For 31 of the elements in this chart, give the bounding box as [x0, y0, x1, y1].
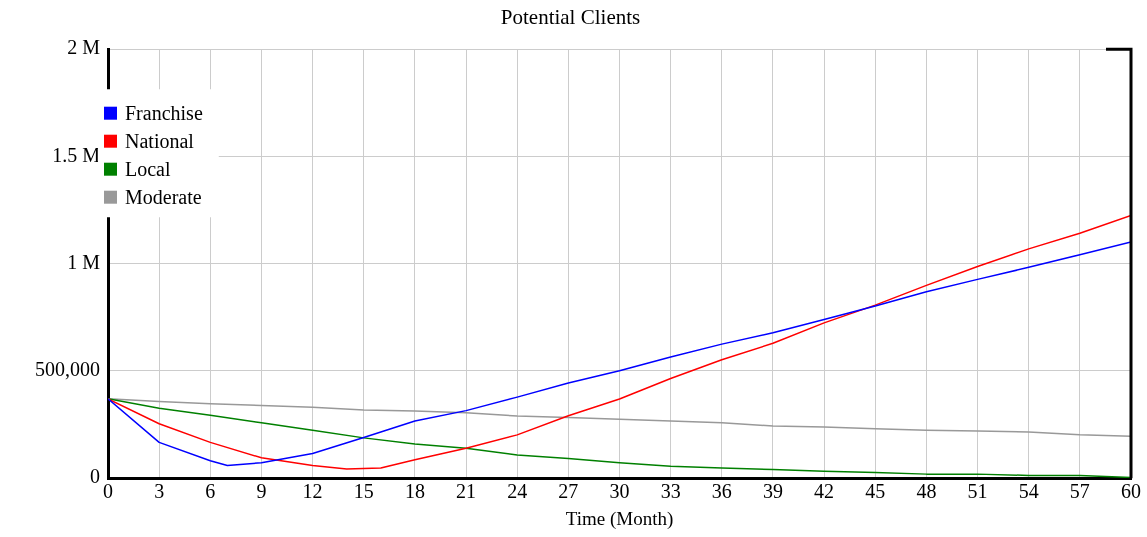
x-tick-label: 9: [256, 480, 267, 503]
x-tick-label: 42: [814, 480, 835, 503]
x-tick-label: 60: [1121, 480, 1141, 503]
y-tick-label: 1 M: [67, 250, 101, 273]
x-tick-label: 6: [205, 480, 216, 503]
x-tick-label: 24: [507, 480, 528, 503]
x-tick-label: 51: [967, 480, 988, 503]
legend-label: Local: [125, 158, 171, 181]
x-tick-label: 21: [456, 480, 477, 503]
legend-label: National: [125, 130, 195, 153]
legend-label: Moderate: [125, 186, 202, 209]
x-tick-label: 36: [711, 480, 732, 503]
y-tick-label: 2 M: [67, 36, 101, 59]
x-tick-label: 12: [302, 480, 323, 503]
x-tick-label: 3: [154, 480, 165, 503]
x-tick-label: 30: [609, 480, 630, 503]
x-tick-label: 57: [1069, 480, 1090, 503]
x-tick-label: 18: [404, 480, 425, 503]
x-tick-label: 33: [660, 480, 681, 503]
x-tick-label: 39: [762, 480, 783, 503]
x-tick-label: 45: [865, 480, 886, 503]
x-tick-label: 15: [353, 480, 374, 503]
y-tick-label: 0: [90, 465, 100, 488]
x-tick-label: 48: [916, 480, 937, 503]
y-tick-label: 1.5 M: [52, 143, 101, 166]
legend-label: Franchise: [125, 102, 203, 125]
x-axis-title: Time (Month): [565, 507, 674, 530]
y-tick-label: 500,000: [35, 358, 100, 381]
x-tick-label: 27: [558, 480, 579, 503]
chart-title: Potential Clients: [500, 5, 641, 30]
x-tick-label: 54: [1018, 480, 1039, 503]
